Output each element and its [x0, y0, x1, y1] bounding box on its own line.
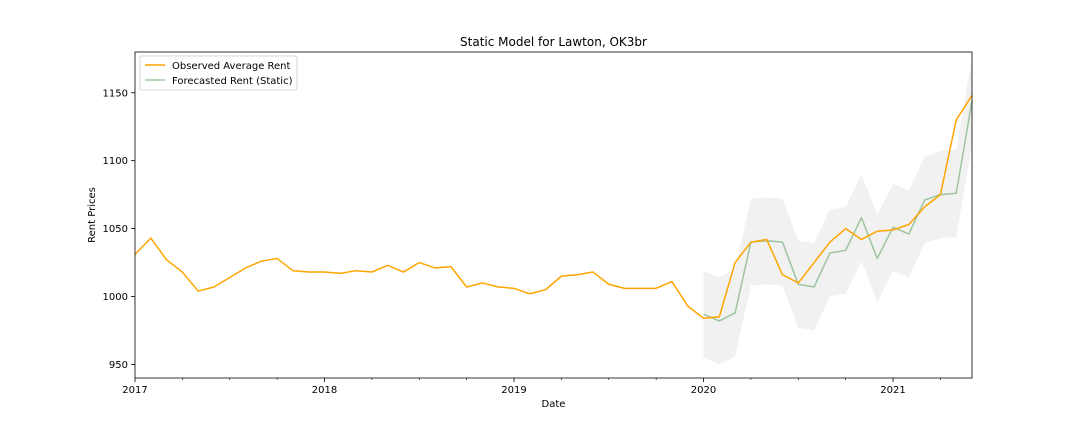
y-tick-label: 1150: [103, 88, 128, 99]
forecast-confidence-band: [703, 57, 972, 365]
x-tick-label: 2020: [691, 385, 716, 396]
plot-area-frame: [134, 51, 973, 379]
x-tick-label: 2019: [501, 385, 526, 396]
series-line-forecast: [703, 100, 973, 322]
legend-box: [139, 55, 298, 91]
x-axis: 2017 2018 2019 2020 2021: [122, 378, 941, 396]
confidence-interval-layer: [703, 57, 972, 365]
chart-title: Static Model for Lawton, OK3br: [460, 35, 647, 49]
y-tick-label: 1000: [103, 292, 128, 303]
legend-label-forecast: Forecasted Rent (Static): [172, 76, 293, 87]
x-tick-label: 2017: [122, 385, 147, 396]
y-axis-label: Rent Prices: [87, 187, 98, 243]
y-tick-label: 1100: [103, 156, 128, 167]
x-tick-label: 2021: [880, 385, 905, 396]
x-tick-label: 2018: [312, 385, 337, 396]
legend: Observed Average Rent Forecasted Rent (S…: [139, 55, 298, 91]
series-line-observed: [134, 95, 973, 319]
x-axis-label: Date: [542, 399, 566, 410]
legend-label-observed: Observed Average Rent: [172, 61, 291, 72]
y-tick-label: 1050: [103, 224, 128, 235]
y-axis: 950 1000 1050 1100 1150: [103, 88, 135, 371]
series-layer: [134, 95, 973, 322]
y-tick-label: 950: [109, 360, 128, 371]
